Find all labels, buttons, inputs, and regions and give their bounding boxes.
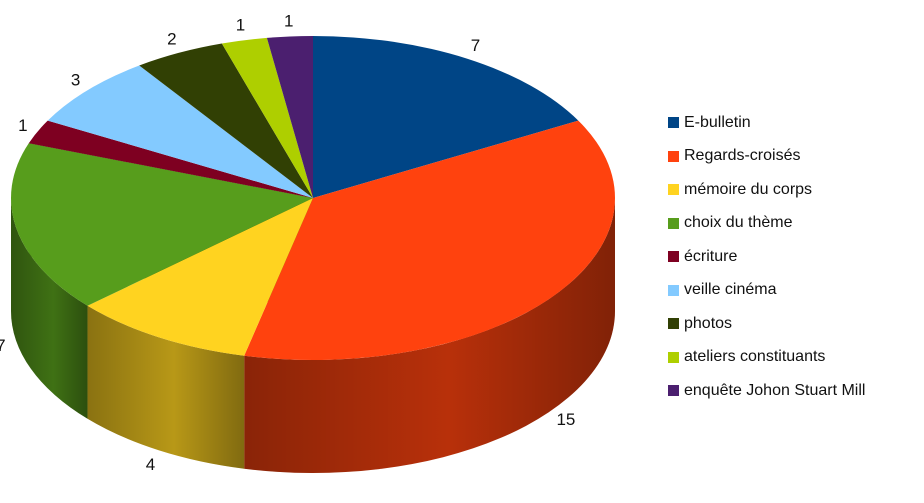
legend-label: veille cinéma (684, 281, 777, 299)
legend-item-choix-du-theme: choix du thème (668, 207, 865, 241)
legend-label: écriture (684, 247, 738, 265)
legend-swatch (668, 284, 679, 296)
pie-slice-memoire-du-corps (87, 198, 313, 356)
pie-side-shade (11, 198, 88, 419)
legend-swatch (668, 150, 679, 162)
legend-item-enquete-johon-stuart-mill: enquête Johon Stuart Mill (668, 374, 865, 408)
legend-swatch (668, 217, 679, 229)
pie-slice-ecriture (28, 120, 314, 198)
legend-swatch (668, 184, 679, 196)
pie-slice-photos (139, 43, 313, 198)
legend-label: mémoire du corps (684, 180, 813, 198)
legend-item-ecriture: écriture (668, 240, 865, 274)
data-label-memoire-du-corps: 4 (146, 455, 155, 474)
data-label-e-bulletin: 7 (471, 36, 480, 55)
data-label-ecriture: 1 (18, 116, 27, 135)
pie-side-shade (87, 305, 245, 469)
pie-slice-ateliers-constituants (221, 37, 313, 198)
data-label-ateliers-constituants: 1 (236, 16, 245, 35)
legend-item-regards-croises: Regards-croisés (668, 140, 865, 174)
data-label-choix-du-theme: 7 (0, 336, 6, 355)
pie-slice-regards-croises (244, 120, 616, 360)
legend-item-memoire-du-corps: mémoire du corps (668, 173, 865, 207)
legend-swatch (668, 318, 679, 330)
legend-label: ateliers constituants (684, 348, 826, 366)
pie-side-shade (244, 198, 616, 473)
legend-item-photos: photos (668, 307, 865, 341)
legend-item-ateliers-constituants: ateliers constituants (668, 341, 865, 375)
legend-item-veille-cinema: veille cinéma (668, 274, 865, 308)
legend-label: enquête Johon Stuart Mill (684, 381, 866, 399)
data-label-photos: 2 (167, 30, 176, 49)
data-label-regards-croises: 15 (556, 410, 575, 429)
legend-swatch (668, 117, 679, 129)
legend-label: photos (684, 314, 733, 332)
legend-swatch (668, 351, 679, 363)
pie-slice-veille-cinema (47, 65, 313, 198)
legend-label: Regards-croisés (684, 147, 801, 165)
legend: E-bulletin Regards-croisés mémoire du corp… (668, 106, 865, 408)
pie-chart: 7 15 4 7 1 3 2 1 1 (0, 12, 616, 474)
data-label-enquete-johon-stuart-mill: 1 (284, 12, 293, 31)
legend-swatch (668, 385, 679, 397)
legend-swatch (668, 251, 679, 263)
pie-slice-choix-du-theme (10, 143, 314, 306)
pie-slice-enquete-johon-stuart-mill (266, 36, 313, 198)
data-label-veille-cinema: 3 (71, 71, 80, 90)
legend-item-e-bulletin: E-bulletin (668, 106, 865, 140)
legend-label: choix du thème (684, 214, 793, 232)
legend-label: E-bulletin (684, 113, 751, 131)
pie-slice-e-bulletin (313, 36, 579, 198)
